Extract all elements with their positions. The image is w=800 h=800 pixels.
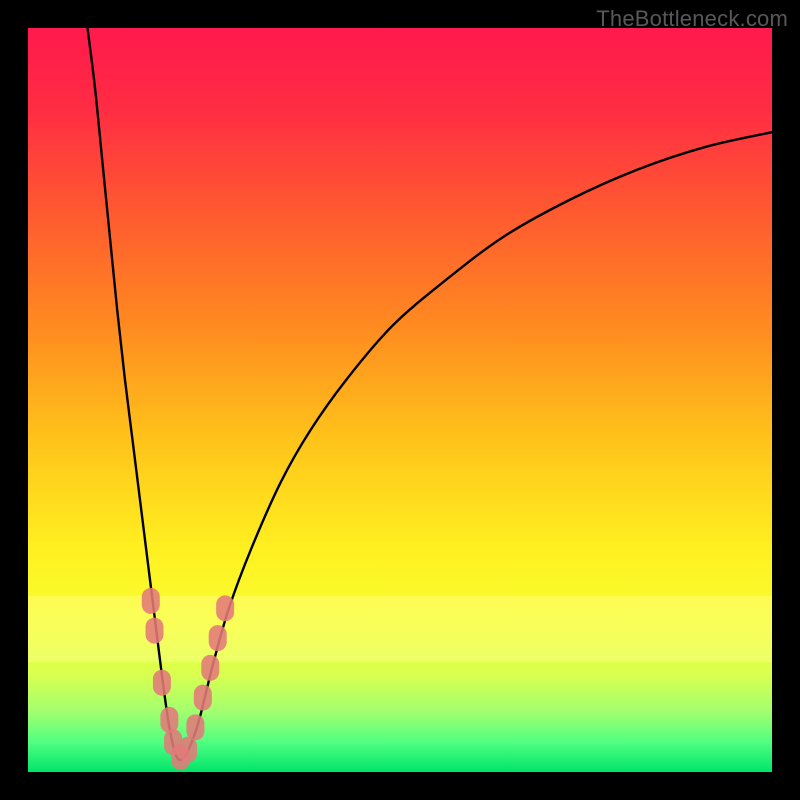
curve-marker bbox=[142, 588, 160, 614]
curve-marker bbox=[145, 618, 163, 644]
curve-marker bbox=[209, 625, 227, 651]
highlight-band bbox=[28, 596, 772, 662]
chart-svg bbox=[0, 0, 800, 800]
watermark-text: TheBottleneck.com bbox=[596, 6, 788, 32]
curve-marker bbox=[194, 685, 212, 711]
curve-marker bbox=[216, 595, 234, 621]
chart-root: { "meta": { "watermark": "TheBottleneck.… bbox=[0, 0, 800, 800]
curve-marker bbox=[179, 737, 197, 763]
curve-marker bbox=[186, 714, 204, 740]
curve-marker bbox=[201, 655, 219, 681]
curve-marker bbox=[153, 670, 171, 696]
curve-marker bbox=[160, 707, 178, 733]
